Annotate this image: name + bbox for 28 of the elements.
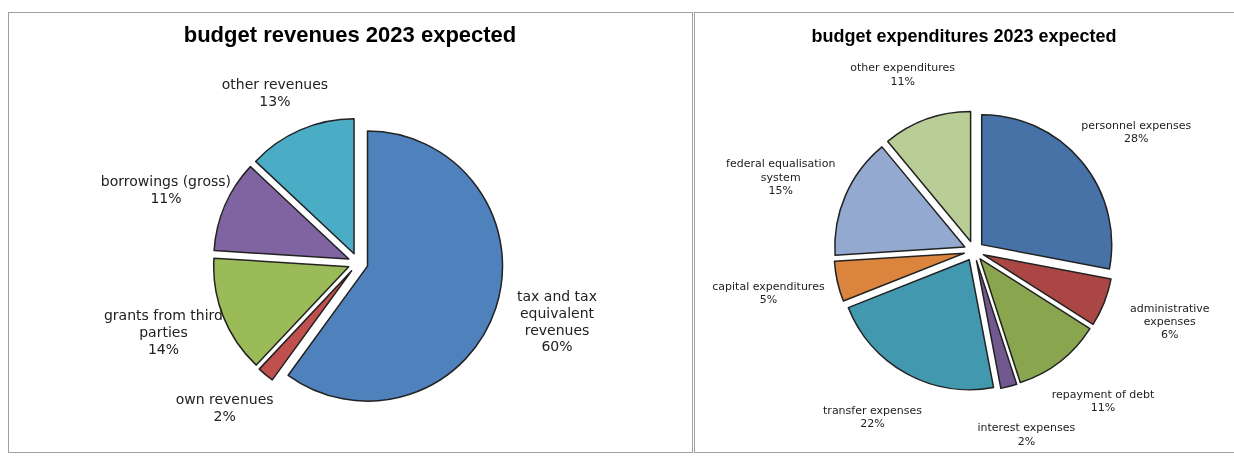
- slice-label: other expenditures: [850, 61, 956, 75]
- slice-label: transfer expenses: [823, 403, 923, 417]
- data-label: 15%: [768, 183, 793, 197]
- slice-label: borrowings (gross): [100, 173, 232, 190]
- data-label: 13%: [259, 93, 291, 110]
- data-label: 28%: [1124, 131, 1149, 145]
- data-label: 6%: [1161, 327, 1179, 341]
- slice-label: administrative expenses: [1130, 301, 1210, 328]
- slice-label: own revenues: [175, 390, 274, 407]
- slice-label: other revenues: [221, 76, 329, 93]
- chart-title: budget revenues 2023 expected: [183, 22, 517, 47]
- data-label: 2%: [1017, 434, 1036, 448]
- slice-label: interest expenses: [977, 421, 1076, 435]
- data-label: 11%: [1090, 400, 1116, 414]
- data-label: 14%: [147, 340, 180, 357]
- slice-label: personnel expenses: [1081, 118, 1192, 132]
- slice-label: tax and tax equivalent revenues: [517, 287, 597, 338]
- slice-label: capital expenditures: [712, 279, 825, 293]
- data-label: 60%: [541, 338, 573, 355]
- slice-label: repayment of debt: [1051, 387, 1156, 401]
- chart-title: budget expenditures 2023 expected: [811, 26, 1117, 46]
- slice-label: federal equalisation system: [726, 157, 836, 184]
- data-label: 11%: [150, 190, 182, 207]
- data-label: 2%: [213, 407, 236, 424]
- data-label: 11%: [890, 74, 915, 88]
- slice-label: grants from third parties: [103, 307, 223, 341]
- data-label: 5%: [759, 293, 778, 307]
- data-label: 22%: [860, 417, 885, 431]
